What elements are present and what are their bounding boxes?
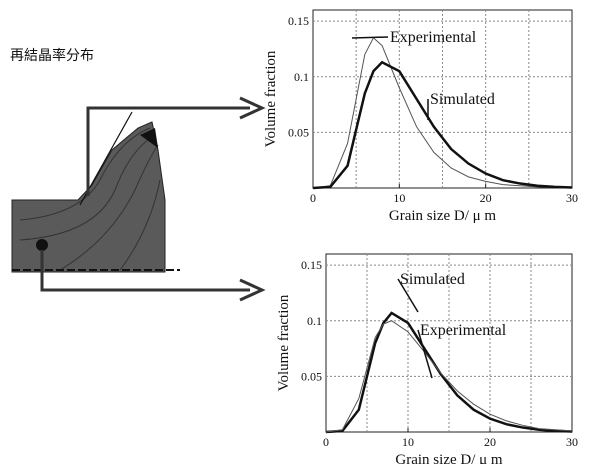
x-tick-label: 10 [393, 191, 405, 205]
x-tick-label: 30 [566, 435, 578, 449]
legend-label: Experimental [390, 29, 477, 46]
label-arrow [417, 329, 433, 379]
y-axis-label: Volume fraction [276, 294, 292, 391]
figure-label: 再結晶率分布 [10, 47, 94, 64]
y-tick-label: 0.05 [288, 125, 309, 139]
series-line [312, 60, 573, 190]
legend-label: Simulated [430, 91, 495, 108]
y-tick-label: 0.1 [294, 70, 309, 84]
series-line [325, 320, 573, 433]
y-tick-label: 0.1 [307, 314, 322, 328]
legend-label: Experimental [420, 322, 507, 339]
x-tick-label: 0 [323, 435, 329, 449]
x-tick-label: 10 [402, 435, 414, 449]
label-arrow [351, 36, 389, 39]
y-tick-label: 0.15 [288, 14, 309, 28]
series-line [312, 37, 573, 189]
y-tick-label: 0.15 [301, 258, 322, 272]
x-tick-label: 30 [566, 191, 578, 205]
label-arrow [397, 278, 419, 313]
x-axis-label: Grain size D/ μ m [395, 452, 503, 464]
series-line [325, 311, 573, 434]
x-tick-label: 20 [480, 191, 492, 205]
legend-label: Simulated [400, 271, 465, 288]
die-diagram [11, 96, 266, 302]
x-axis-label: Grain size D/ μ m [389, 208, 497, 224]
y-axis-label: Volume fraction [263, 50, 279, 147]
x-tick-label: 20 [484, 435, 496, 449]
x-tick-label: 0 [310, 191, 316, 205]
y-tick-label: 0.05 [301, 369, 322, 383]
